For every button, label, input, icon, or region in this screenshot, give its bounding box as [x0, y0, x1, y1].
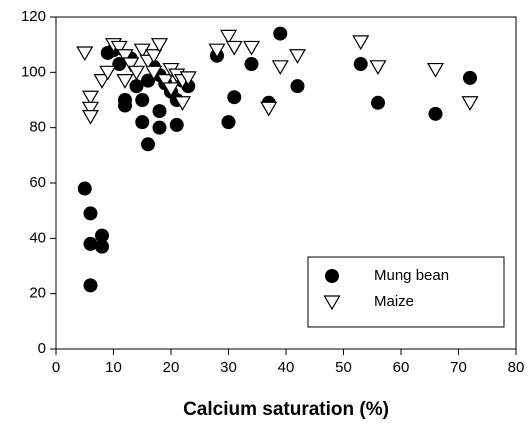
x-tick-label: 60 — [393, 359, 410, 376]
data-point — [83, 206, 98, 221]
legend-marker — [323, 295, 341, 311]
data-point — [225, 40, 243, 56]
data-point — [169, 117, 184, 132]
y-tick-label: 120 — [21, 8, 46, 25]
data-point — [227, 90, 242, 105]
data-point — [463, 70, 477, 85]
data-point — [116, 49, 134, 64]
legend-label: Mung bean — [374, 267, 449, 284]
data-point — [141, 73, 155, 88]
legend-marker — [325, 269, 339, 283]
data-point — [116, 74, 134, 89]
x-tick-label: 40 — [278, 359, 295, 376]
data-point — [83, 278, 98, 293]
data-point — [369, 60, 387, 76]
data-point — [221, 115, 236, 130]
data-point — [371, 95, 385, 110]
data-point — [77, 181, 92, 196]
data-point — [428, 106, 443, 121]
data-point — [288, 49, 307, 64]
x-tick-label: 30 — [220, 359, 237, 376]
x-tick-label: 70 — [450, 359, 467, 376]
data-point — [141, 137, 155, 152]
data-point — [152, 120, 167, 135]
data-point — [208, 43, 226, 59]
data-point — [93, 74, 111, 89]
data-point — [242, 40, 261, 56]
x-tick-label: 0 — [52, 359, 60, 376]
data-point — [76, 46, 94, 62]
y-tick-label: 40 — [29, 229, 46, 246]
data-point — [133, 43, 151, 59]
data-point — [81, 109, 100, 125]
data-point — [244, 57, 259, 72]
data-point — [353, 57, 368, 72]
data-point — [135, 115, 150, 130]
data-point — [110, 40, 128, 56]
data-point — [219, 29, 238, 45]
y-tick-label: 0 — [38, 340, 46, 357]
data-point — [352, 35, 370, 51]
data-point — [127, 65, 146, 81]
x-tick-label: 10 — [105, 359, 122, 376]
data-point — [135, 93, 150, 107]
legend-label: Maize — [374, 293, 414, 310]
legend-box — [307, 256, 505, 328]
data-point — [260, 101, 278, 117]
x-tick-label: 20 — [163, 359, 180, 376]
data-point — [122, 57, 140, 73]
y-tick-label: 100 — [21, 63, 46, 80]
data-point — [145, 49, 163, 64]
data-point — [156, 74, 174, 89]
data-point — [81, 101, 100, 117]
data-point — [271, 60, 289, 76]
data-point — [426, 62, 445, 78]
y-tick-label: 20 — [29, 285, 46, 302]
y-tick-label: 80 — [29, 119, 46, 136]
data-point — [152, 104, 167, 119]
data-point — [162, 82, 180, 98]
data-point — [118, 93, 132, 107]
x-tick-label: 80 — [508, 359, 525, 376]
data-point — [461, 96, 479, 111]
data-point — [99, 65, 117, 81]
data-point — [95, 228, 109, 243]
y-tick-label: 60 — [29, 174, 46, 191]
data-point — [173, 96, 192, 111]
data-point — [145, 65, 163, 81]
data-point — [112, 57, 127, 72]
data-point — [179, 71, 197, 87]
x-axis-label: Calcium saturation (%) — [183, 399, 389, 420]
x-tick-label: 50 — [335, 359, 352, 376]
data-point — [83, 236, 98, 251]
data-point — [81, 90, 100, 106]
data-point — [95, 239, 109, 254]
data-point — [290, 79, 305, 94]
data-point — [129, 79, 144, 94]
data-point — [273, 26, 288, 41]
data-point — [150, 38, 169, 53]
